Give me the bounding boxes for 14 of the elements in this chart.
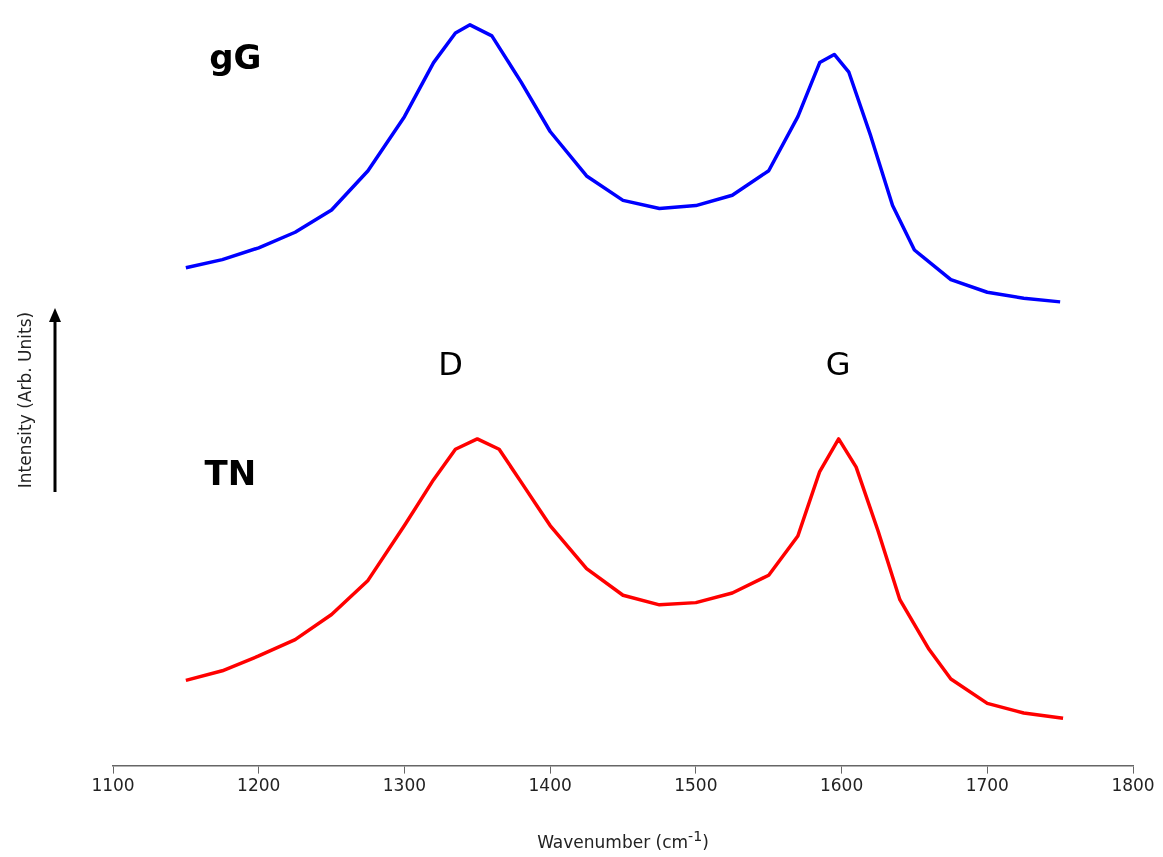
annotation: G [825,344,851,383]
x-axis-title: Wavenumber (cm$^{-1}$) [536,828,710,852]
annotation: TN [204,453,257,494]
x-tick-label: 1800 [1111,775,1155,796]
x-tick-label: 1700 [965,775,1009,796]
annotation: gG [209,36,262,77]
annotation: D [438,344,463,383]
x-tick-label: 1400 [528,775,572,796]
x-tick-label: 1100 [91,775,135,796]
x-tick-label: 1600 [819,775,864,796]
x-tick-label: 1200 [237,775,281,796]
y-axis-title: Intensity (Arb. Units) [15,311,35,489]
x-tick-label: 1500 [674,775,718,796]
x-tick-label: 1300 [382,775,427,796]
